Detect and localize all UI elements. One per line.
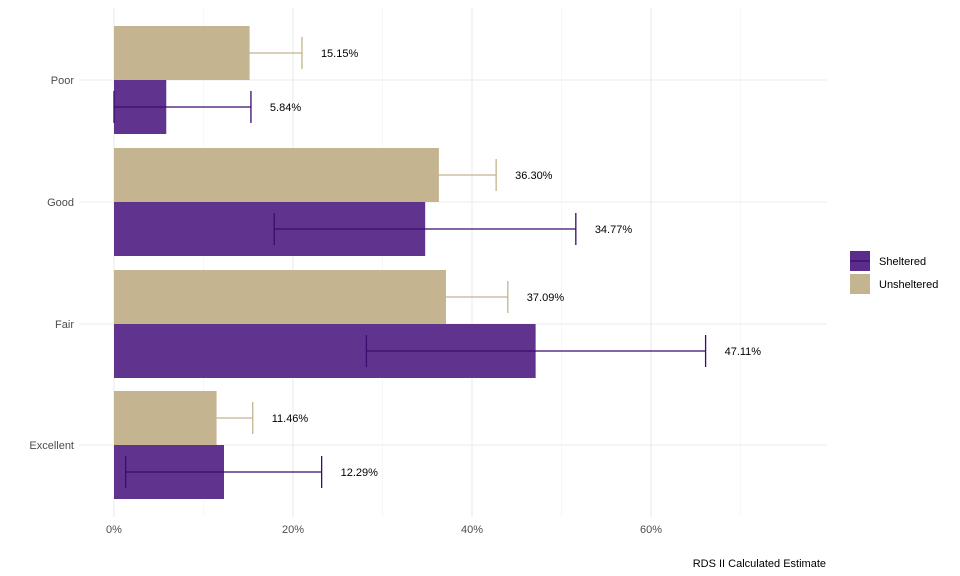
- data-label-sheltered-fair: 47.11%: [725, 346, 762, 358]
- data-label-unsheltered-fair: 37.09%: [527, 292, 565, 304]
- legend-label-sheltered: Sheltered: [879, 256, 926, 268]
- x-axis-tick-labels: 0% 20% 40% 60%: [106, 524, 662, 536]
- x-axis-title: RDS II Calculated Estimate: [693, 558, 826, 570]
- x-tick-label: 20%: [282, 524, 304, 536]
- error-bars: [113, 37, 707, 488]
- data-label-unsheltered-excellent: 11.46%: [272, 413, 309, 425]
- x-tick-label: 40%: [461, 524, 483, 536]
- y-tick-label-good: Good: [47, 197, 74, 209]
- legend-label-unsheltered: Unsheltered: [879, 279, 938, 291]
- data-label-sheltered-good: 34.77%: [595, 224, 633, 236]
- data-labels: 15.15% 36.30% 37.09% 11.46% 5.84% 34.77% 47.11…: [270, 48, 761, 479]
- legend: Sheltered Unsheltered: [850, 251, 938, 294]
- y-axis-tick-labels: Poor Good Fair Excellent: [29, 75, 74, 452]
- data-label-unsheltered-poor: 15.15%: [321, 48, 359, 60]
- x-tick-label: 60%: [640, 524, 662, 536]
- y-tick-label-fair: Fair: [55, 319, 74, 331]
- x-tick-label: 0%: [106, 524, 122, 536]
- y-tick-label-excellent: Excellent: [29, 440, 74, 452]
- data-label-sheltered-excellent: 12.29%: [341, 467, 379, 479]
- data-label-sheltered-poor: 5.84%: [270, 102, 301, 114]
- data-label-unsheltered-good: 36.30%: [515, 170, 553, 182]
- y-tick-label-poor: Poor: [51, 75, 75, 87]
